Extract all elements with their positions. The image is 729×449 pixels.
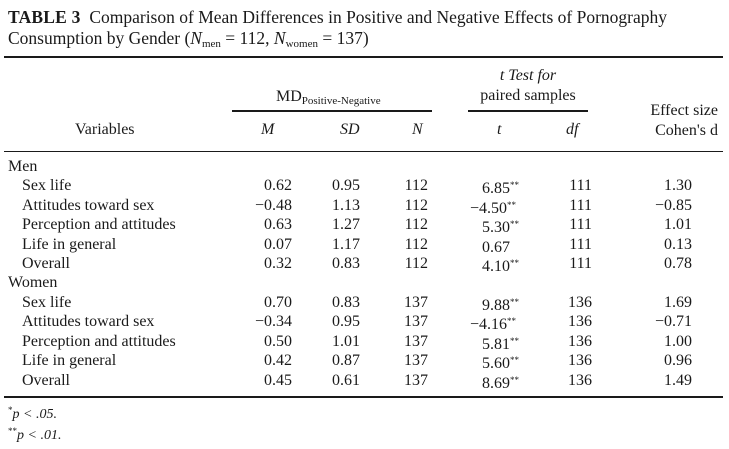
table-caption: TABLE 3 Comparison of Mean Differences i… [8, 7, 667, 55]
col-variables: Variables [75, 121, 135, 138]
cell-m: 0.32 [264, 255, 292, 272]
cell-d: 1.69 [664, 293, 692, 311]
cell-df: 136 [568, 332, 592, 350]
ttest-group-rule [468, 110, 588, 112]
footnote-p01: **p < .01. [8, 426, 62, 443]
footnote-p05: *p < .05. [8, 405, 57, 422]
cell-m: −0.34 [254, 313, 292, 330]
row-variable: Sex life [22, 293, 72, 311]
row-variable: Overall [22, 371, 70, 389]
cell-df: 111 [569, 196, 592, 214]
cell-t: 9.88** [482, 296, 519, 314]
row-variable: Sex life [22, 177, 72, 194]
cell-d: −0.85 [654, 196, 692, 214]
cell-df: 136 [568, 352, 592, 369]
cell-d: 1.01 [664, 216, 692, 233]
cell-t: 5.81** [482, 335, 519, 353]
md-header: MDPositive-Negative [276, 88, 381, 107]
col-df: df [566, 121, 579, 138]
cell-sd: 1.01 [332, 332, 360, 350]
cell-sd: 0.83 [332, 255, 360, 272]
row-variable: Attitudes toward sex [22, 196, 155, 214]
caption-line1: Comparison of Mean Differences in Positi… [89, 7, 667, 27]
cell-sd: 0.95 [332, 177, 360, 194]
group-label-men: Men [8, 158, 38, 175]
col-m: M [261, 121, 275, 138]
cell-d: 0.96 [664, 352, 692, 369]
cell-d: 1.49 [664, 371, 692, 389]
row-variable: Life in general [22, 352, 117, 369]
cell-m: 0.70 [264, 293, 292, 311]
row-variable: Perception and attitudes [22, 216, 176, 233]
cell-t: −4.16** [470, 316, 517, 333]
cell-t: 4.10** [482, 258, 519, 275]
cell-df: 136 [568, 293, 592, 311]
cell-m: 0.07 [264, 235, 292, 253]
cell-t: 5.30** [482, 219, 519, 236]
cell-m: 0.50 [264, 332, 292, 350]
cell-n: 112 [404, 177, 428, 194]
cell-sd: 0.95 [332, 313, 360, 330]
caption-line2: Consumption by Gender (Nmen = 112, Nwome… [8, 28, 369, 50]
col-sd: SD [340, 121, 360, 138]
cell-sd: 1.13 [332, 196, 360, 214]
md-group-rule [232, 110, 432, 112]
cell-df: 111 [569, 177, 592, 194]
cell-d: 1.30 [664, 177, 692, 194]
cell-sd: 0.61 [332, 371, 360, 389]
cell-d: −0.71 [654, 313, 692, 330]
cell-sd: 1.27 [332, 216, 360, 233]
cell-n: 112 [404, 216, 428, 233]
cell-df: 136 [568, 371, 592, 389]
row-variable: Life in general [22, 235, 117, 253]
row-variable: Overall [22, 255, 70, 272]
group-label-women: Women [8, 274, 58, 291]
cell-sd: 0.87 [332, 352, 360, 369]
cell-n: 137 [404, 332, 428, 350]
cell-n: 112 [404, 196, 428, 214]
cell-sd: 1.17 [332, 235, 360, 253]
cell-n: 137 [404, 371, 428, 389]
cell-df: 111 [569, 216, 592, 233]
cell-m: 0.45 [264, 371, 292, 389]
cell-t: 5.60** [482, 355, 519, 372]
cell-t: 0.67 [482, 238, 510, 256]
col-n: N [412, 121, 423, 138]
cell-t: 8.69** [482, 374, 519, 392]
cell-d: 1.00 [664, 332, 692, 350]
cell-d: 0.13 [664, 235, 692, 253]
cell-df: 136 [568, 313, 592, 330]
cell-n: 112 [404, 235, 428, 253]
cell-n: 112 [404, 255, 428, 272]
cell-t: −4.50** [470, 199, 517, 217]
cell-df: 111 [569, 255, 592, 272]
cell-n: 137 [404, 352, 428, 369]
effect-size-header: Effect size Cohen's d [650, 102, 718, 139]
row-variable: Perception and attitudes [22, 332, 176, 350]
table-label: TABLE 3 [8, 7, 81, 27]
cell-d: 0.78 [664, 255, 692, 272]
header-bottom-rule [4, 151, 723, 152]
cell-df: 111 [569, 235, 592, 253]
cell-m: −0.48 [254, 196, 292, 214]
row-variable: Attitudes toward sex [22, 313, 155, 330]
bottom-rule [4, 396, 723, 398]
cell-m: 0.62 [264, 177, 292, 194]
cell-m: 0.63 [264, 216, 292, 233]
col-t: t [497, 121, 502, 138]
ttest-header: t Test for paired samples [480, 67, 576, 104]
cell-t: 6.85** [482, 180, 519, 197]
top-rule [4, 56, 723, 58]
cell-n: 137 [404, 293, 428, 311]
cell-sd: 0.83 [332, 293, 360, 311]
cell-m: 0.42 [264, 352, 292, 369]
cell-n: 137 [404, 313, 428, 330]
